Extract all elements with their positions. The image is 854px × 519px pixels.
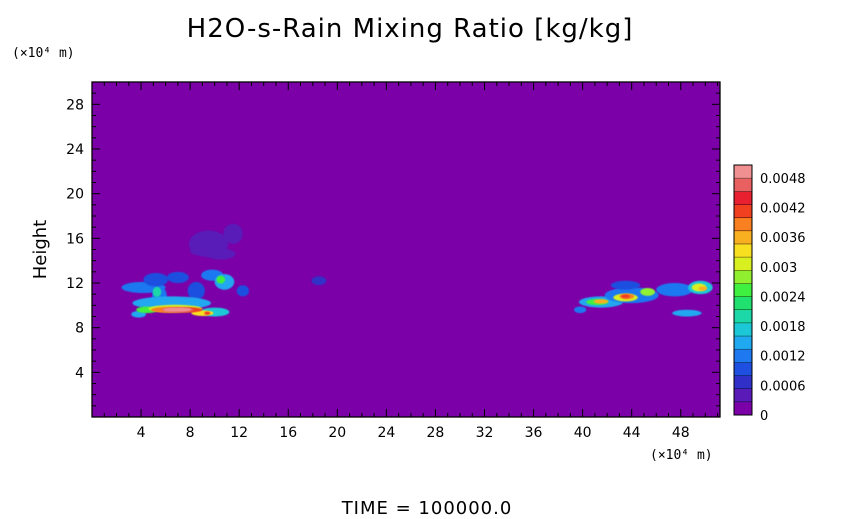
x-tick-label: 36 [525,425,543,441]
colorbar-swatch [734,178,752,192]
colorbar-swatch [734,362,752,377]
rain-cell [166,271,189,283]
rain-field [121,223,713,318]
x-tick-label: 40 [574,425,592,441]
colorbar-label: 0 [760,409,768,424]
x-tick-label: 16 [279,425,297,441]
y-tick-label: 16 [66,231,84,247]
rain-cell [698,286,708,291]
x-tick-label: 4 [137,425,146,441]
colorbar-swatch [734,270,752,284]
x-tick-label: 32 [476,425,494,441]
colorbar-label: 0.0018 [760,320,806,335]
colorbar-swatch [734,388,752,403]
rain-cell [190,246,205,256]
rain-cell [610,280,641,290]
colorbar-label: 0.0012 [760,350,806,365]
x-tick-label: 12 [230,425,248,441]
y-tick-label: 20 [66,187,84,203]
colorbar-label: 0.0036 [760,231,806,246]
rain-cell [236,285,249,297]
colorbar-swatch [734,204,752,219]
rain-cell [593,299,609,304]
colorbar-swatch [734,165,752,179]
colorbar-swatch [734,296,752,311]
rain-cell [640,288,655,296]
x-axis-unit: (×10⁴ m) [650,448,713,463]
rain-cell [187,281,205,300]
colorbar-frame [733,164,753,416]
colorbar-label: 0.003 [760,261,797,276]
plot-area [92,82,720,417]
colorbar: 0 0.0006 0.0012 0.0018 0.0024 0.003 0.0036 0.00… [733,164,806,424]
colorbar-swatch [734,191,752,205]
colorbar-label: 0.0024 [760,290,806,305]
rain-cell [152,286,162,297]
time-label: TIME = 100000.0 [341,498,513,519]
x-tick-label: 8 [186,425,195,441]
x-tick-label: 20 [328,425,346,441]
x-tick-label: 48 [672,425,690,441]
rain-cell [656,283,694,297]
x-tick-label: 24 [377,425,395,441]
y-tick-label: 12 [66,276,84,292]
x-tick-label: 28 [427,425,445,441]
colorbar-swatch [734,243,752,258]
rain-cell [672,309,702,317]
y-tick-label: 8 [75,321,84,337]
x-tick-label: 44 [623,425,641,441]
chart-title: H2O-s-Rain Mixing Ratio [kg/kg] [186,14,634,44]
rain-cell [216,275,226,284]
colorbar-label: 0.0042 [760,201,806,216]
colorbar-swatch [734,349,752,363]
colorbar-label: 0.0006 [760,379,806,394]
colorbar-swatch [734,375,752,390]
colorbar-swatch [734,283,752,298]
colorbar-swatch [734,230,752,245]
colorbar-swatch [734,336,752,350]
y-tick-label: 4 [75,365,84,381]
rain-cell [621,294,630,299]
rain-cell [223,223,243,244]
colorbar-label: 0.0048 [760,172,806,187]
plot-background [92,82,720,417]
colorbar-swatch [734,401,752,416]
y-axis-unit: (×10⁴ m) [12,46,75,61]
y-axis-label: Height [30,220,51,280]
y-tick-label: 24 [66,142,84,158]
colorbar-swatch [734,217,752,232]
y-tick-label: 28 [66,97,84,113]
rain-cell [143,272,169,287]
colorbar-swatch [734,257,752,271]
rain-cell [574,306,587,314]
rain-cell [206,248,236,260]
colorbar-swatch [734,309,752,324]
rain-cell [311,276,327,286]
rain-cell [163,308,178,312]
colorbar-swatch [734,322,752,337]
rain-cell [204,311,211,315]
